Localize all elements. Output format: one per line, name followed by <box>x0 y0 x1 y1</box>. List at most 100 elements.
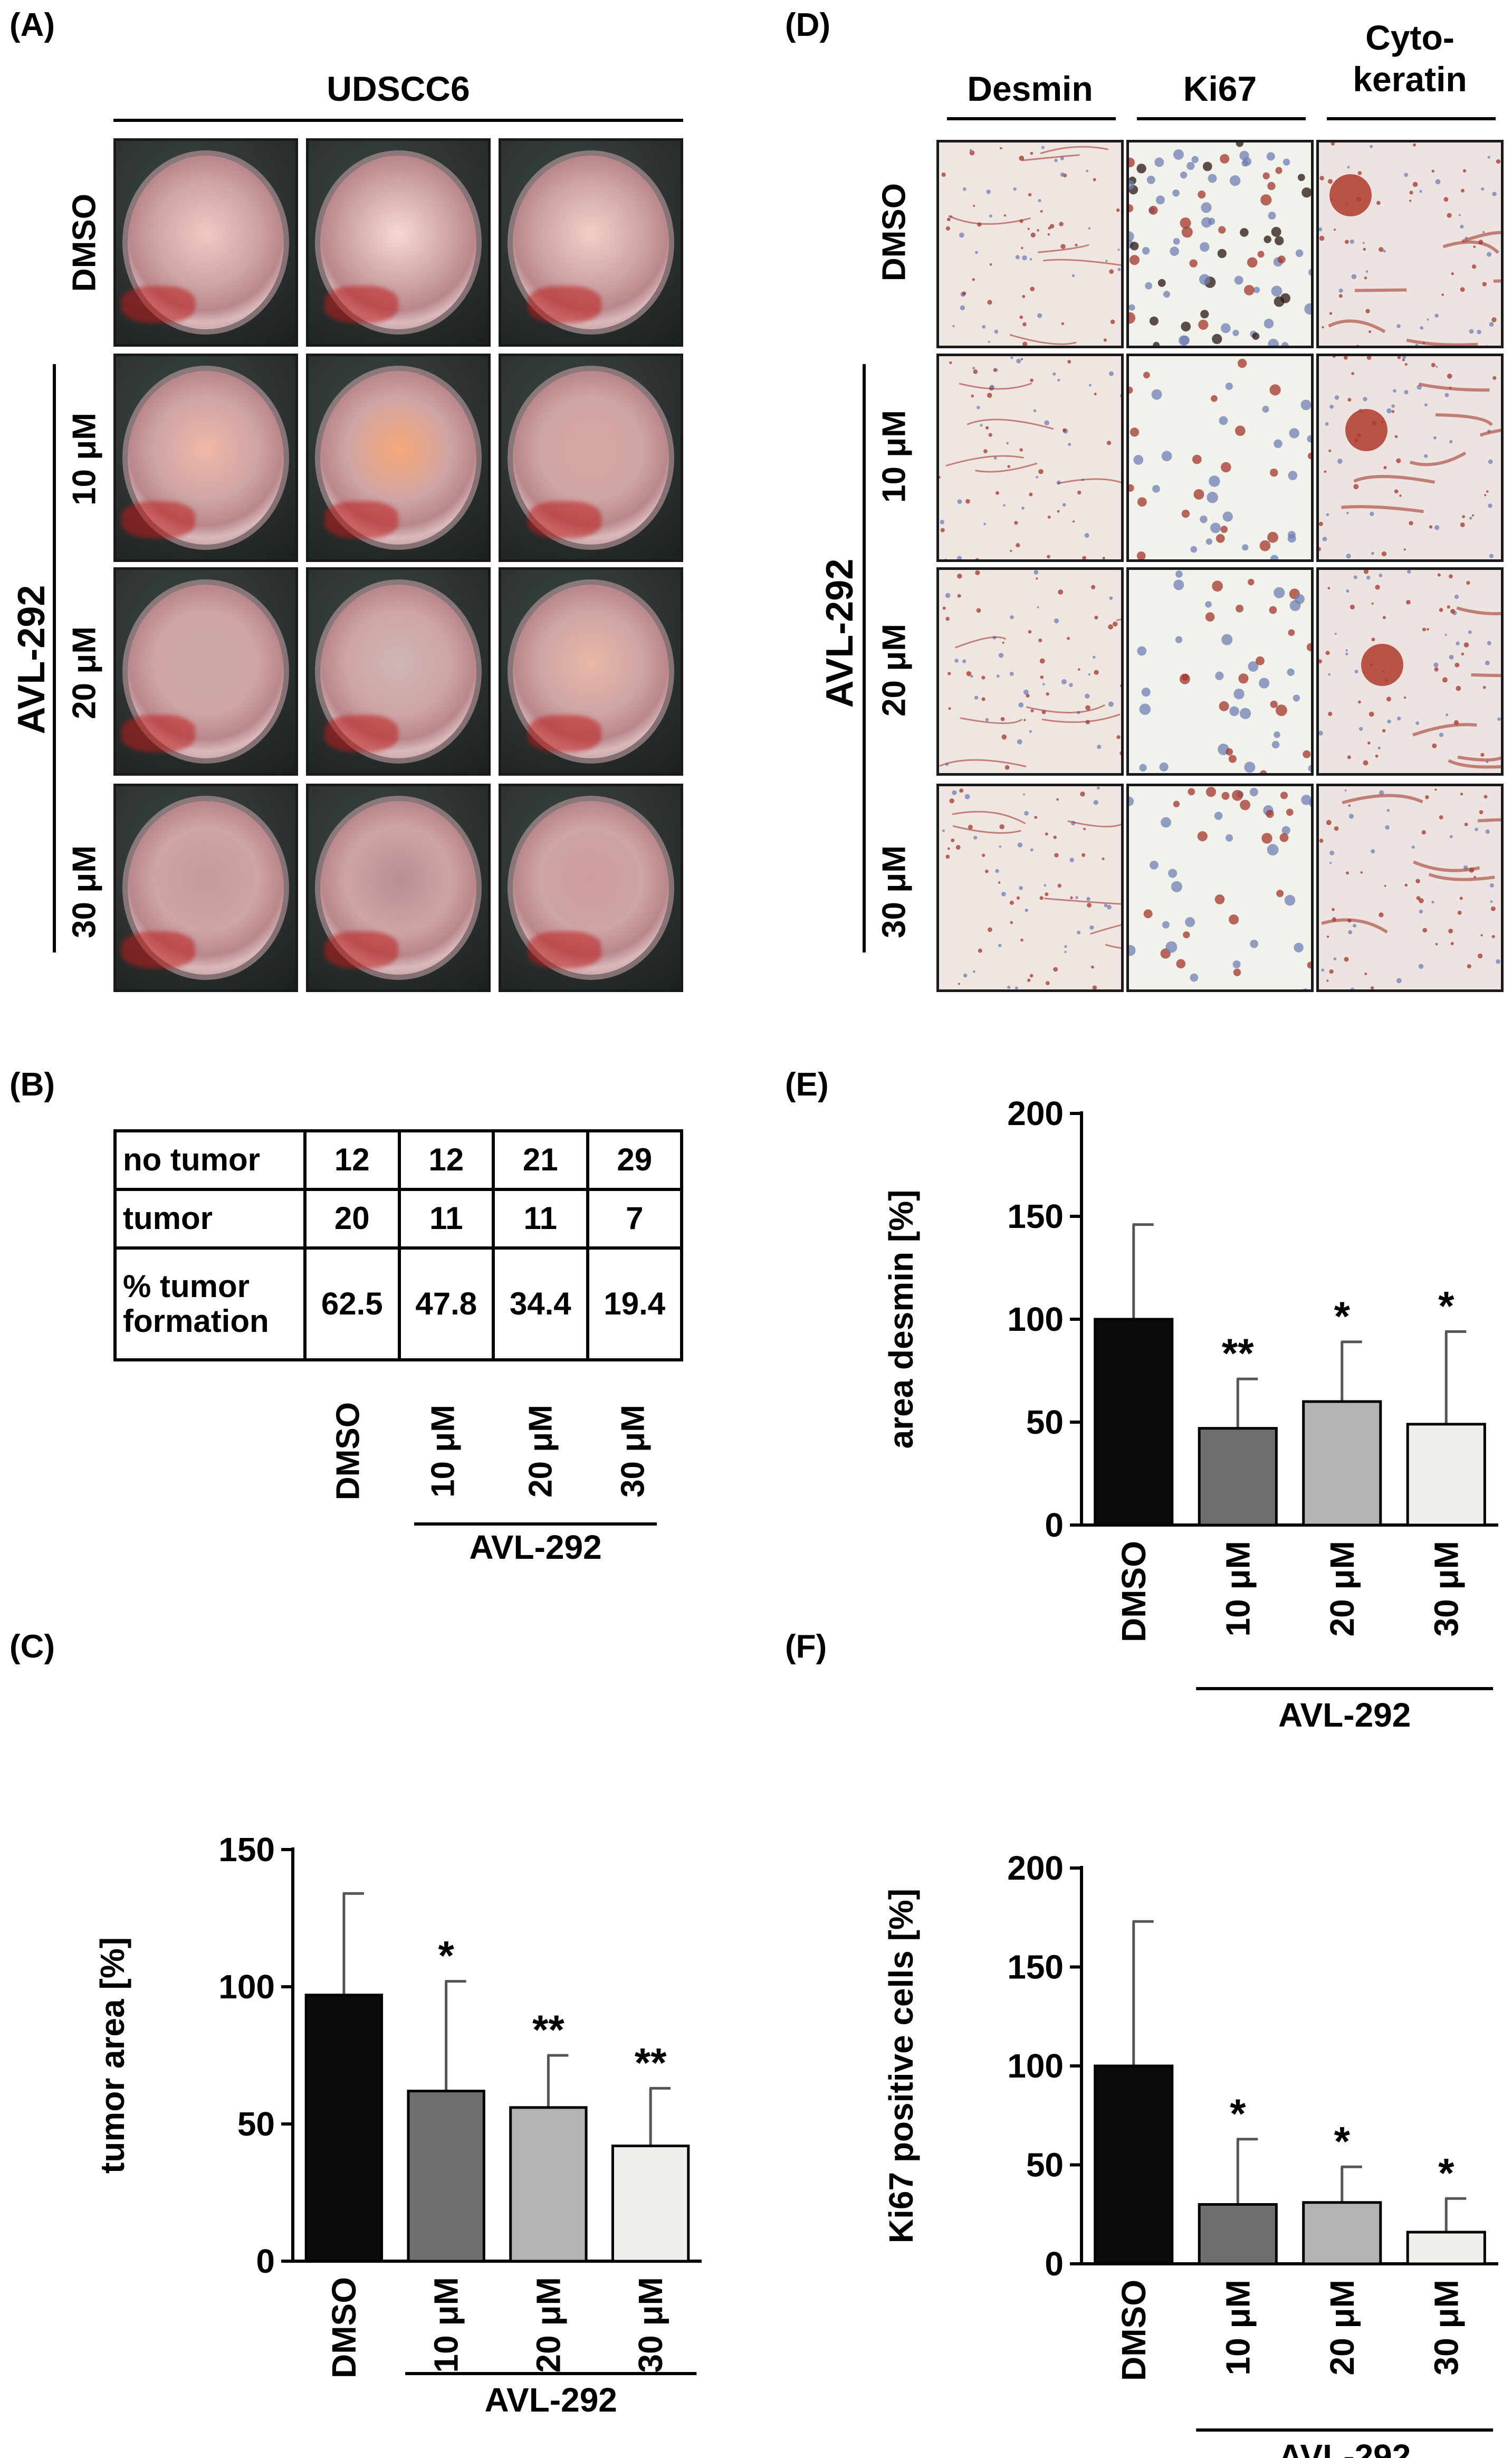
cam-dish-photo <box>499 138 683 347</box>
stained-cell <box>1113 621 1118 627</box>
stained-cell <box>1447 605 1451 609</box>
stained-fiber <box>1418 382 1490 392</box>
stained-fiber <box>1105 944 1121 949</box>
stained-fiber <box>959 382 1032 390</box>
stained-cell <box>1404 883 1408 887</box>
stained-cell <box>1109 596 1113 600</box>
stained-cell <box>1466 580 1470 585</box>
stained-cell <box>1366 576 1371 580</box>
stained-cell <box>1238 673 1249 684</box>
stained-cell <box>1503 890 1504 895</box>
stained-cell <box>1327 587 1331 590</box>
stained-cell <box>1183 931 1190 939</box>
stained-cell <box>982 853 985 857</box>
stained-cell <box>1460 793 1463 796</box>
stained-cell <box>1351 274 1357 279</box>
stained-cell <box>1242 157 1252 166</box>
significance-mark: * <box>1438 1282 1454 1329</box>
stained-cell <box>1403 696 1406 699</box>
stained-cell <box>1432 743 1437 748</box>
stained-cell <box>1409 190 1413 195</box>
stained-cell <box>1036 774 1040 776</box>
stained-cell <box>1328 711 1333 717</box>
stained-cell <box>1064 950 1067 954</box>
stained-cell <box>1082 556 1086 559</box>
stained-fiber <box>939 759 1027 768</box>
stained-cell <box>1460 224 1464 229</box>
stained-cell <box>1022 322 1027 327</box>
table-row: % tumor formation 62.5 47.8 34.4 19.4 <box>113 1246 683 1362</box>
stained-cell <box>978 948 982 953</box>
stained-fiber <box>1413 860 1480 872</box>
stained-cell <box>1332 356 1336 358</box>
stained-cell <box>1303 750 1311 758</box>
stained-cell <box>1240 799 1250 811</box>
stained-cell <box>1107 904 1112 910</box>
stained-cell <box>1063 428 1067 432</box>
stained-cell <box>1484 795 1488 799</box>
stained-cell <box>1037 606 1039 608</box>
stained-cell <box>1029 730 1032 733</box>
stained-cell <box>1387 719 1391 724</box>
stained-cell <box>1163 291 1171 298</box>
stained-cell <box>1425 795 1429 799</box>
stained-cell <box>1274 731 1280 738</box>
stained-cell <box>965 499 970 504</box>
stained-cell <box>1173 149 1184 160</box>
stained-cell <box>1036 577 1038 580</box>
stained-cell <box>1129 231 1134 242</box>
stained-cell <box>1482 231 1485 234</box>
cam-dish-photo <box>306 567 491 776</box>
stained-cell <box>948 672 951 675</box>
stained-cell <box>1023 689 1029 695</box>
y-tick-label: 150 <box>1007 1197 1064 1235</box>
stained-cell <box>1093 800 1099 805</box>
cam-dish-photo <box>499 354 683 562</box>
panel-d-group-label: AVL-292 <box>819 558 861 708</box>
stained-cell <box>1242 544 1249 551</box>
stained-cell <box>1210 522 1221 533</box>
stained-cell <box>1129 796 1134 806</box>
stained-cell <box>1102 857 1105 861</box>
stained-cell <box>1150 860 1159 870</box>
stained-cell <box>1116 735 1121 739</box>
stained-cell <box>1502 417 1504 421</box>
stained-fiber <box>1436 413 1493 426</box>
x-tick-label: 20 μM <box>1323 1541 1361 1636</box>
stained-cell <box>1161 817 1171 828</box>
stained-cell <box>1444 634 1447 636</box>
stained-cell <box>1030 848 1033 852</box>
stained-cell <box>1233 968 1241 976</box>
stained-cell <box>1363 397 1367 402</box>
bar <box>1302 2201 1382 2265</box>
stained-cell <box>1229 706 1239 717</box>
y-tick-label: 200 <box>1007 1094 1064 1132</box>
stained-cell <box>1191 156 1199 163</box>
stained-cell <box>1228 755 1237 763</box>
stained-cell <box>1460 522 1465 527</box>
stained-cell <box>1060 156 1064 160</box>
y-tick-label: 0 <box>256 2242 275 2280</box>
stained-cell <box>1346 511 1349 515</box>
stained-cell <box>1097 745 1102 749</box>
table-cell: 12 <box>303 1129 401 1191</box>
stained-cell <box>1039 896 1044 900</box>
stained-cell <box>1487 641 1491 645</box>
stained-cell <box>1306 643 1311 652</box>
stained-cell <box>1084 533 1089 538</box>
stained-cell <box>1379 247 1384 252</box>
stained-cell <box>1236 142 1243 147</box>
stained-cell <box>1404 390 1409 395</box>
stained-cell <box>989 263 992 266</box>
stained-cell <box>1397 356 1401 359</box>
stained-cell <box>1464 822 1468 826</box>
bar <box>1094 2064 1174 2265</box>
stained-cell <box>1190 973 1199 982</box>
stained-cell <box>962 659 966 663</box>
stained-cell <box>1016 543 1020 548</box>
stained-cell <box>1344 240 1349 244</box>
stained-cell <box>1096 786 1100 790</box>
stained-cell <box>1129 304 1135 311</box>
stained-cell <box>1379 574 1383 577</box>
stained-cell <box>1067 360 1071 364</box>
